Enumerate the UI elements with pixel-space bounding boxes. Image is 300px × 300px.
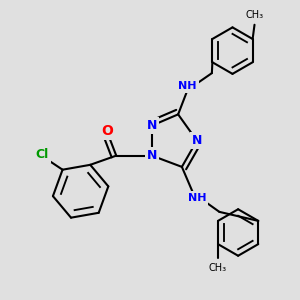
Text: Cl: Cl	[35, 148, 49, 161]
Text: O: O	[101, 124, 113, 138]
Text: N: N	[192, 134, 202, 147]
Text: N: N	[147, 119, 157, 132]
Text: N: N	[147, 149, 157, 162]
Text: NH: NH	[188, 193, 206, 202]
Text: NH: NH	[178, 81, 197, 91]
Text: CH₃: CH₃	[209, 263, 227, 273]
Text: CH₃: CH₃	[245, 10, 264, 20]
